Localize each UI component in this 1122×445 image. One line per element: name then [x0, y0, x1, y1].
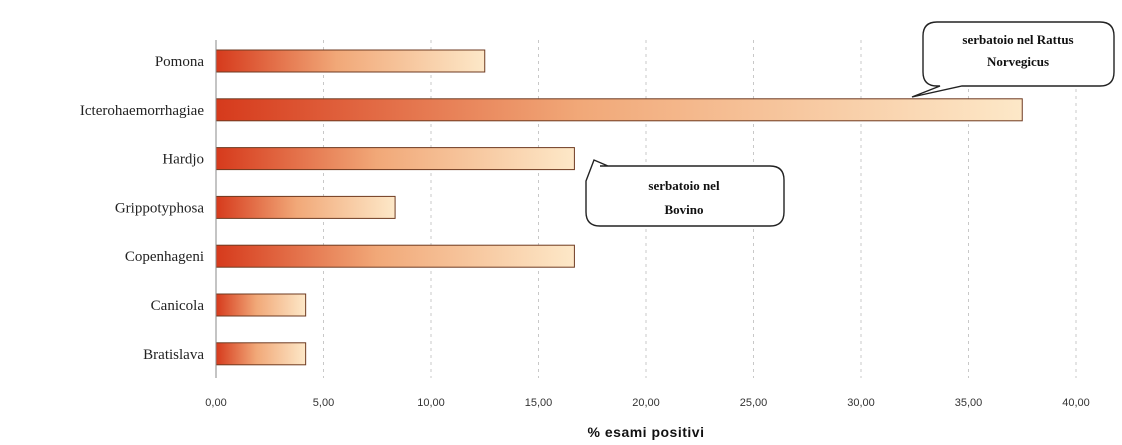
- x-tick-label: 25,00: [740, 397, 768, 409]
- category-label-pomona: Pomona: [155, 54, 205, 70]
- callout-rattus: serbatoio nel Rattus Norvegicus: [911, 21, 1115, 98]
- bar-bratislava: [215, 342, 307, 366]
- callout-bovino-bubble: [585, 159, 785, 227]
- callout-rattus-bubble: [911, 21, 1115, 98]
- x-tick-labels: 0,00 5,00 10,00 15,00 20,00 25,00 30,00 35,00 40…: [205, 397, 1089, 409]
- category-labels: Pomona Icterohaemorrhagiae Hardjo Grippotyp…: [80, 54, 204, 363]
- x-tick-label: 20,00: [632, 397, 660, 409]
- x-tick-label: 15,00: [525, 397, 553, 409]
- x-tick-label: 10,00: [417, 397, 445, 409]
- category-label-hardjo: Hardjo: [162, 152, 204, 168]
- x-tick-label: 0,00: [205, 397, 226, 409]
- category-label-bratislava: Bratislava: [143, 347, 204, 363]
- bars: [215, 49, 1023, 366]
- callout-bovino: serbatoio nel Bovino: [585, 159, 785, 227]
- category-label-canicola: Canicola: [151, 298, 205, 314]
- bar-grippotyphosa: [215, 195, 396, 219]
- callout-rattus-line-1: serbatoio nel Rattus: [962, 32, 1073, 47]
- callout-bovino-line-2: Bovino: [664, 202, 703, 217]
- bar-pomona: [215, 49, 486, 73]
- x-tick-label: 35,00: [955, 397, 983, 409]
- category-label-icterohaemorrhagiae: Icterohaemorrhagiae: [80, 103, 204, 119]
- bar-icterohaemorrhagiae: [215, 98, 1023, 122]
- bar-hardjo: [215, 147, 575, 171]
- x-tick-label: 5,00: [313, 397, 334, 409]
- bar-copenhageni: [215, 244, 575, 268]
- callout-bovino-line-1: serbatoio nel: [648, 178, 720, 193]
- callout-rattus-line-2: Norvegicus: [987, 54, 1049, 69]
- x-tick-label: 30,00: [847, 397, 875, 409]
- category-label-copenhageni: Copenhageni: [125, 249, 204, 265]
- x-axis-title: % esami positivi: [588, 424, 705, 440]
- category-label-grippotyphosa: Grippotyphosa: [115, 200, 205, 216]
- x-tick-label: 40,00: [1062, 397, 1090, 409]
- bar-canicola: [215, 293, 307, 317]
